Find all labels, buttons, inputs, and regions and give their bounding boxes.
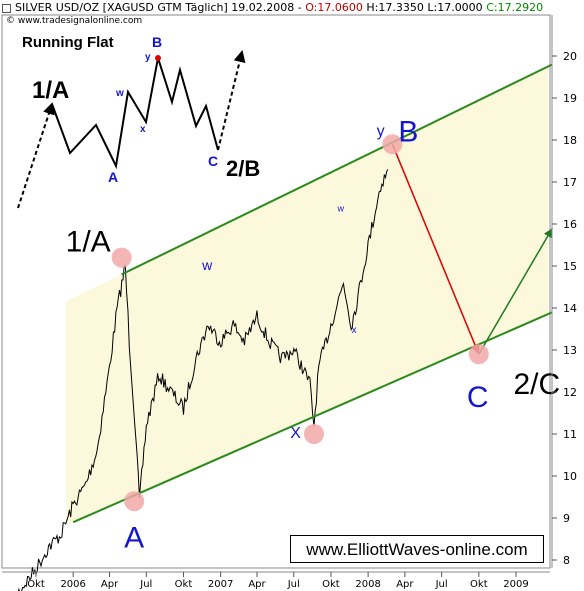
x-tick-label: Jul	[139, 579, 152, 590]
wave-label: C	[467, 381, 489, 414]
inset-wave-label: C	[208, 153, 218, 169]
y-tick-label: 8	[563, 554, 570, 567]
x-tick-label: Okt	[470, 579, 488, 590]
y-tick-label: 11	[563, 428, 577, 441]
low-value: L:17.0000	[427, 1, 483, 14]
chart-header: SILVER USD/OZ [XAGUSD GTM Täglich] 19.02…	[2, 1, 543, 14]
x-tick-label: Okt	[322, 579, 340, 590]
price-series	[17, 169, 389, 591]
wave-label: B	[398, 116, 418, 149]
y-tick-label: 19	[563, 92, 577, 105]
wave-label: A	[124, 521, 144, 554]
pivot-highlight	[303, 424, 324, 444]
x-tick-label: Jul	[435, 579, 448, 590]
inset-dashed-lead	[17, 102, 55, 209]
wave-label: 2/C	[513, 368, 560, 401]
inset-wave-path	[51, 57, 219, 170]
wave-label: w	[201, 257, 213, 273]
period-label: Täglich] 19.02.2008	[185, 1, 295, 14]
x-tick-label: Apr	[396, 579, 414, 590]
pivot-highlight	[468, 344, 489, 365]
close-value: C:17.2920	[486, 1, 544, 14]
x-tick-label: Jul	[287, 579, 300, 590]
channel-fill	[66, 66, 548, 526]
projection-arrow	[391, 143, 480, 355]
pivot-highlight	[111, 247, 132, 268]
y-tick-label: 17	[563, 176, 577, 189]
instrument-label: SILVER USD/OZ [XAGUSD GTM	[15, 1, 182, 14]
copyright-text: © www.tradesignalonline.com	[6, 16, 143, 26]
x-tick-label: Okt	[27, 579, 45, 590]
inset-wave-label: 1/A	[32, 77, 69, 104]
channel-line-upper	[121, 63, 553, 276]
x-tick-label: 2006	[60, 579, 85, 590]
wave-label: w	[336, 203, 344, 213]
inset-wave-label: A	[108, 169, 118, 185]
brand-box: www.ElliottWaves-online.com	[290, 535, 544, 563]
inset-title: Running Flat	[22, 34, 114, 51]
wave-label: y	[377, 123, 385, 140]
projection-arrow	[478, 227, 554, 355]
inset-dashed-exit	[217, 50, 246, 151]
y-tick-label: 15	[563, 260, 577, 273]
x-tick-label: 2009	[503, 579, 528, 590]
y-tick-label: 16	[563, 218, 577, 231]
x-tick-label: Apr	[248, 579, 266, 590]
high-value: H:17.3350	[366, 1, 424, 14]
x-tick-label: 2008	[355, 579, 380, 590]
inset-wave-label: B	[152, 34, 162, 50]
inset-wave-label: w	[115, 88, 124, 99]
inset-wave-label: y	[145, 52, 151, 63]
x-tick-label: 2007	[208, 579, 233, 590]
open-value: O:17.0600	[305, 1, 363, 14]
y-tick-label: 12	[563, 386, 577, 399]
inset-top-marker	[155, 55, 161, 61]
wave-label: X	[290, 425, 301, 442]
y-tick-label: 9	[563, 512, 570, 525]
x-tick-label: Apr	[101, 579, 119, 590]
pivot-highlight	[382, 134, 403, 155]
inset-wave-label: x	[140, 124, 146, 135]
wave-label: 1/A	[66, 226, 111, 259]
y-tick-label: 18	[563, 134, 577, 147]
plot-area	[1, 14, 551, 569]
y-tick-label: 10	[563, 470, 577, 483]
wave-label: x	[352, 325, 357, 336]
x-tick-label: Okt	[175, 579, 193, 590]
inset-wave-label: 2/B	[226, 156, 260, 181]
y-tick-label: 14	[563, 302, 577, 315]
pivot-highlight	[124, 491, 145, 512]
y-tick-label: 13	[563, 344, 577, 357]
y-tick-label: 20	[563, 50, 577, 63]
checkbox-icon	[2, 3, 11, 13]
